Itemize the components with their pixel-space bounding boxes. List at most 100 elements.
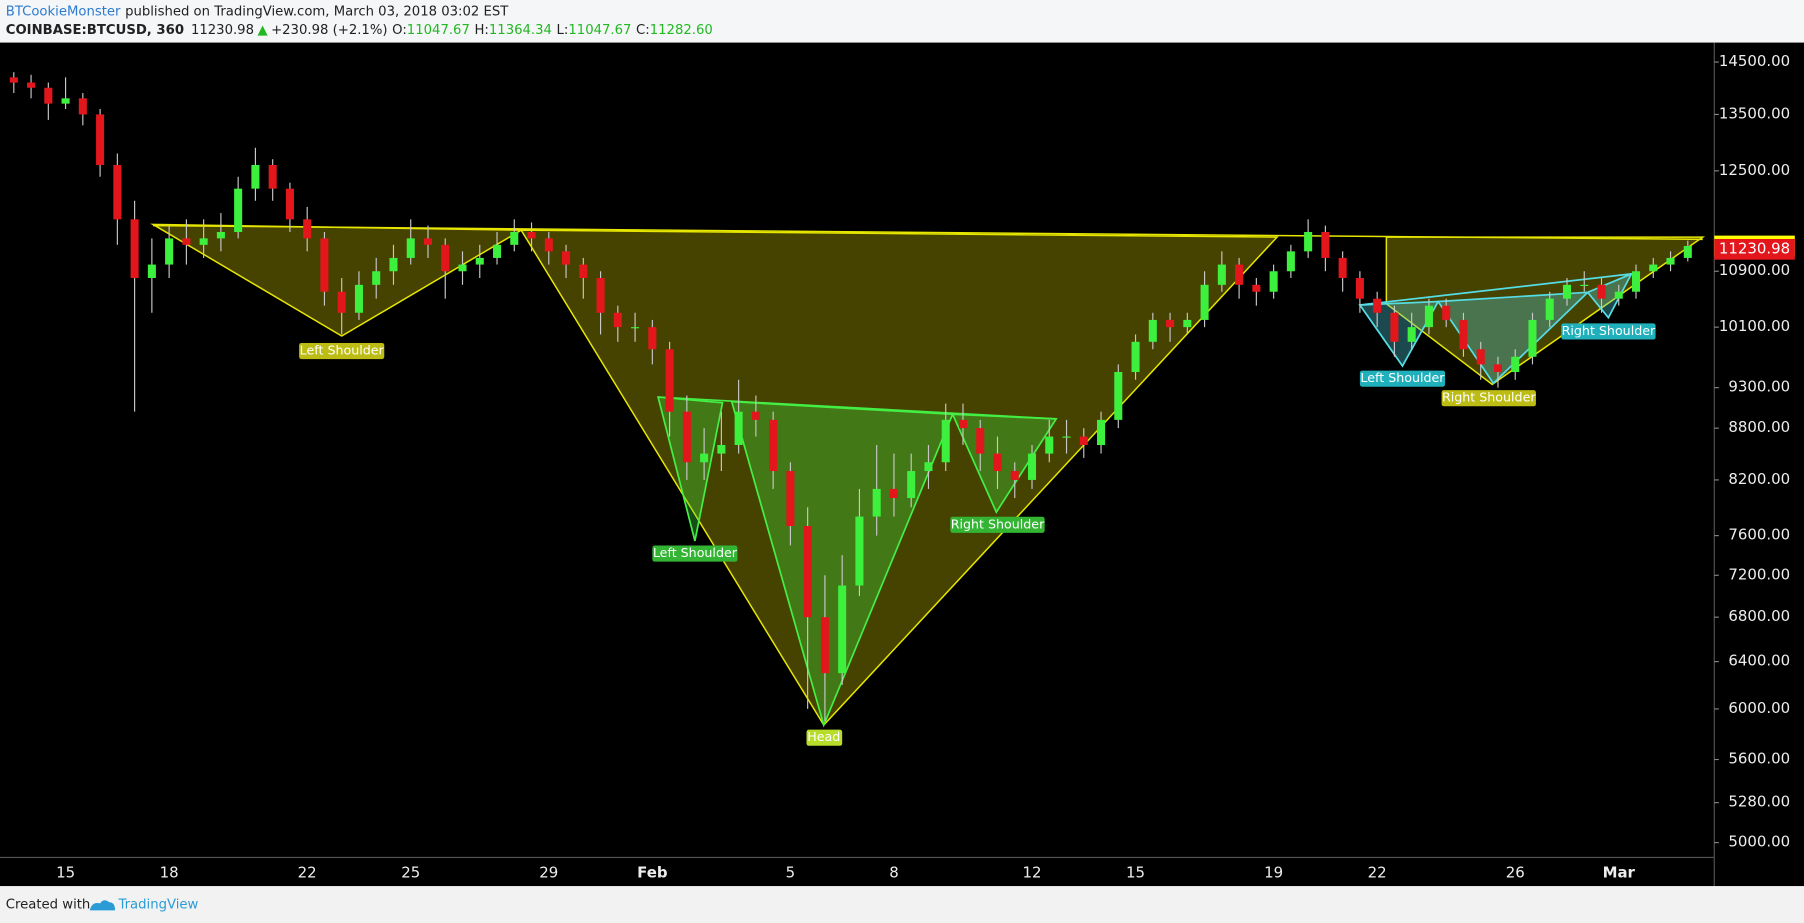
y-tick-label: 10900.00 (1719, 261, 1790, 279)
candle-body (27, 82, 36, 88)
symbol: COINBASE:BTCUSD, 360 (6, 23, 184, 38)
logo-shape (89, 900, 116, 911)
candle-body (1114, 372, 1123, 420)
candles (9, 72, 1692, 722)
candle-body (1545, 298, 1554, 320)
ohlc-key: C: (636, 23, 650, 38)
ohlc-value: 11047.67 (407, 23, 470, 38)
header-line-2: COINBASE:BTCUSD, 360 11230.98 ▲ +230.98 (+2… (6, 23, 713, 38)
candle-body (492, 244, 502, 258)
annotation: Right Shoulder (951, 516, 1045, 531)
axes: 5000.00 5280.00 5600.00 6000.00 6400.00 6800.… (56, 52, 1795, 882)
candle-body (596, 278, 605, 313)
arrow: ▲ (257, 23, 268, 38)
footer-brand[interactable]: TradingView (118, 898, 199, 913)
candle-body (1597, 284, 1606, 299)
candle-body (251, 165, 260, 189)
candle-body (1390, 312, 1399, 342)
x-tick-label: 18 (160, 864, 179, 882)
y-tick-label: 7200.00 (1728, 565, 1790, 583)
y-tick-label: 14500.00 (1719, 52, 1790, 70)
candle-body (544, 238, 553, 252)
x-tick-label: Feb (637, 864, 668, 882)
x-tick-label: 22 (1368, 864, 1387, 882)
published: published on TradingView.com, March 03, … (125, 5, 509, 20)
pattern-shape (519, 229, 1279, 727)
x-tick-label: 25 (401, 864, 420, 882)
annotation: Left Shoulder (653, 545, 738, 560)
candle-body (182, 238, 191, 245)
y-tick-label: 10100.00 (1719, 317, 1790, 335)
candle-body (562, 251, 571, 265)
candle-body (1097, 419, 1106, 446)
annotation: Left Shoulder (300, 343, 385, 358)
candle-body (165, 238, 174, 265)
candle-body (1528, 319, 1537, 357)
candle-body (1183, 319, 1192, 328)
candle-body (1683, 245, 1692, 258)
pattern-shape (656, 396, 724, 542)
annotations: Left Shoulder Left Shoulder Head Right S… (299, 323, 1656, 746)
neckline (1359, 273, 1632, 306)
candle-body (1131, 341, 1140, 373)
candle-body (872, 488, 881, 517)
y-tick-label: 12500.00 (1719, 161, 1790, 179)
candle-body (320, 238, 329, 292)
y-tick-label: 5280.00 (1728, 793, 1790, 811)
candle-body (199, 238, 208, 245)
ohlc-value: 11364.34 (489, 23, 552, 38)
candle-body (1493, 364, 1502, 373)
candle-body (1079, 436, 1088, 446)
annotation: Right Shoulder (1442, 390, 1536, 405)
y-tick-label: 9300.00 (1728, 378, 1790, 396)
x-tick-label: 19 (1264, 864, 1283, 882)
candle-body (769, 419, 778, 472)
candle-body (1166, 319, 1175, 328)
candle-body (510, 231, 519, 245)
candle-body (1027, 453, 1037, 480)
header-bg (0, 0, 1804, 43)
candle-body (838, 585, 847, 674)
candle-body (924, 462, 933, 472)
candle-body (751, 411, 760, 420)
candle-body (268, 165, 277, 189)
ohlc-key: O: (392, 23, 407, 38)
annotation-bg (1561, 323, 1656, 340)
candle-body (1631, 271, 1641, 292)
candle-body (475, 257, 484, 265)
y-tick-label: 6000.00 (1728, 699, 1790, 717)
annotation: Head (807, 729, 840, 744)
candle-body (734, 411, 743, 446)
y-tick-label: 6800.00 (1728, 607, 1790, 625)
y-tick-label: 6400.00 (1728, 652, 1790, 670)
candle-body (354, 284, 363, 313)
x-tick-label: 8 (889, 864, 899, 882)
y-tick-label: 13500.00 (1719, 104, 1790, 122)
y-tick-label: 5000.00 (1728, 833, 1790, 851)
price-tag-label: 11230.98 (1719, 239, 1790, 257)
candle-body (786, 471, 795, 527)
candle-body (907, 471, 916, 499)
candle-body (665, 349, 674, 412)
candle-body (216, 231, 225, 239)
x-tick-label: 15 (56, 864, 75, 882)
candle-body (1217, 264, 1226, 285)
candle-body (1562, 284, 1572, 299)
candle-body (285, 188, 294, 220)
candle-body (1045, 436, 1054, 454)
candle-body (1286, 251, 1295, 272)
candle-body (9, 77, 18, 83)
candle-body (130, 219, 139, 279)
annotation-bg (806, 729, 843, 746)
candle-body (1200, 284, 1209, 320)
candle-body (1010, 471, 1019, 480)
author[interactable]: BTCookieMonster (6, 5, 121, 20)
candle-body (1666, 257, 1675, 265)
pattern-shape (1358, 300, 1440, 368)
candle-body (337, 291, 346, 313)
candle-body (889, 488, 898, 499)
x-tick-label: 12 (1023, 864, 1042, 882)
candle-body (1476, 349, 1485, 365)
footer-bg (0, 886, 1804, 923)
